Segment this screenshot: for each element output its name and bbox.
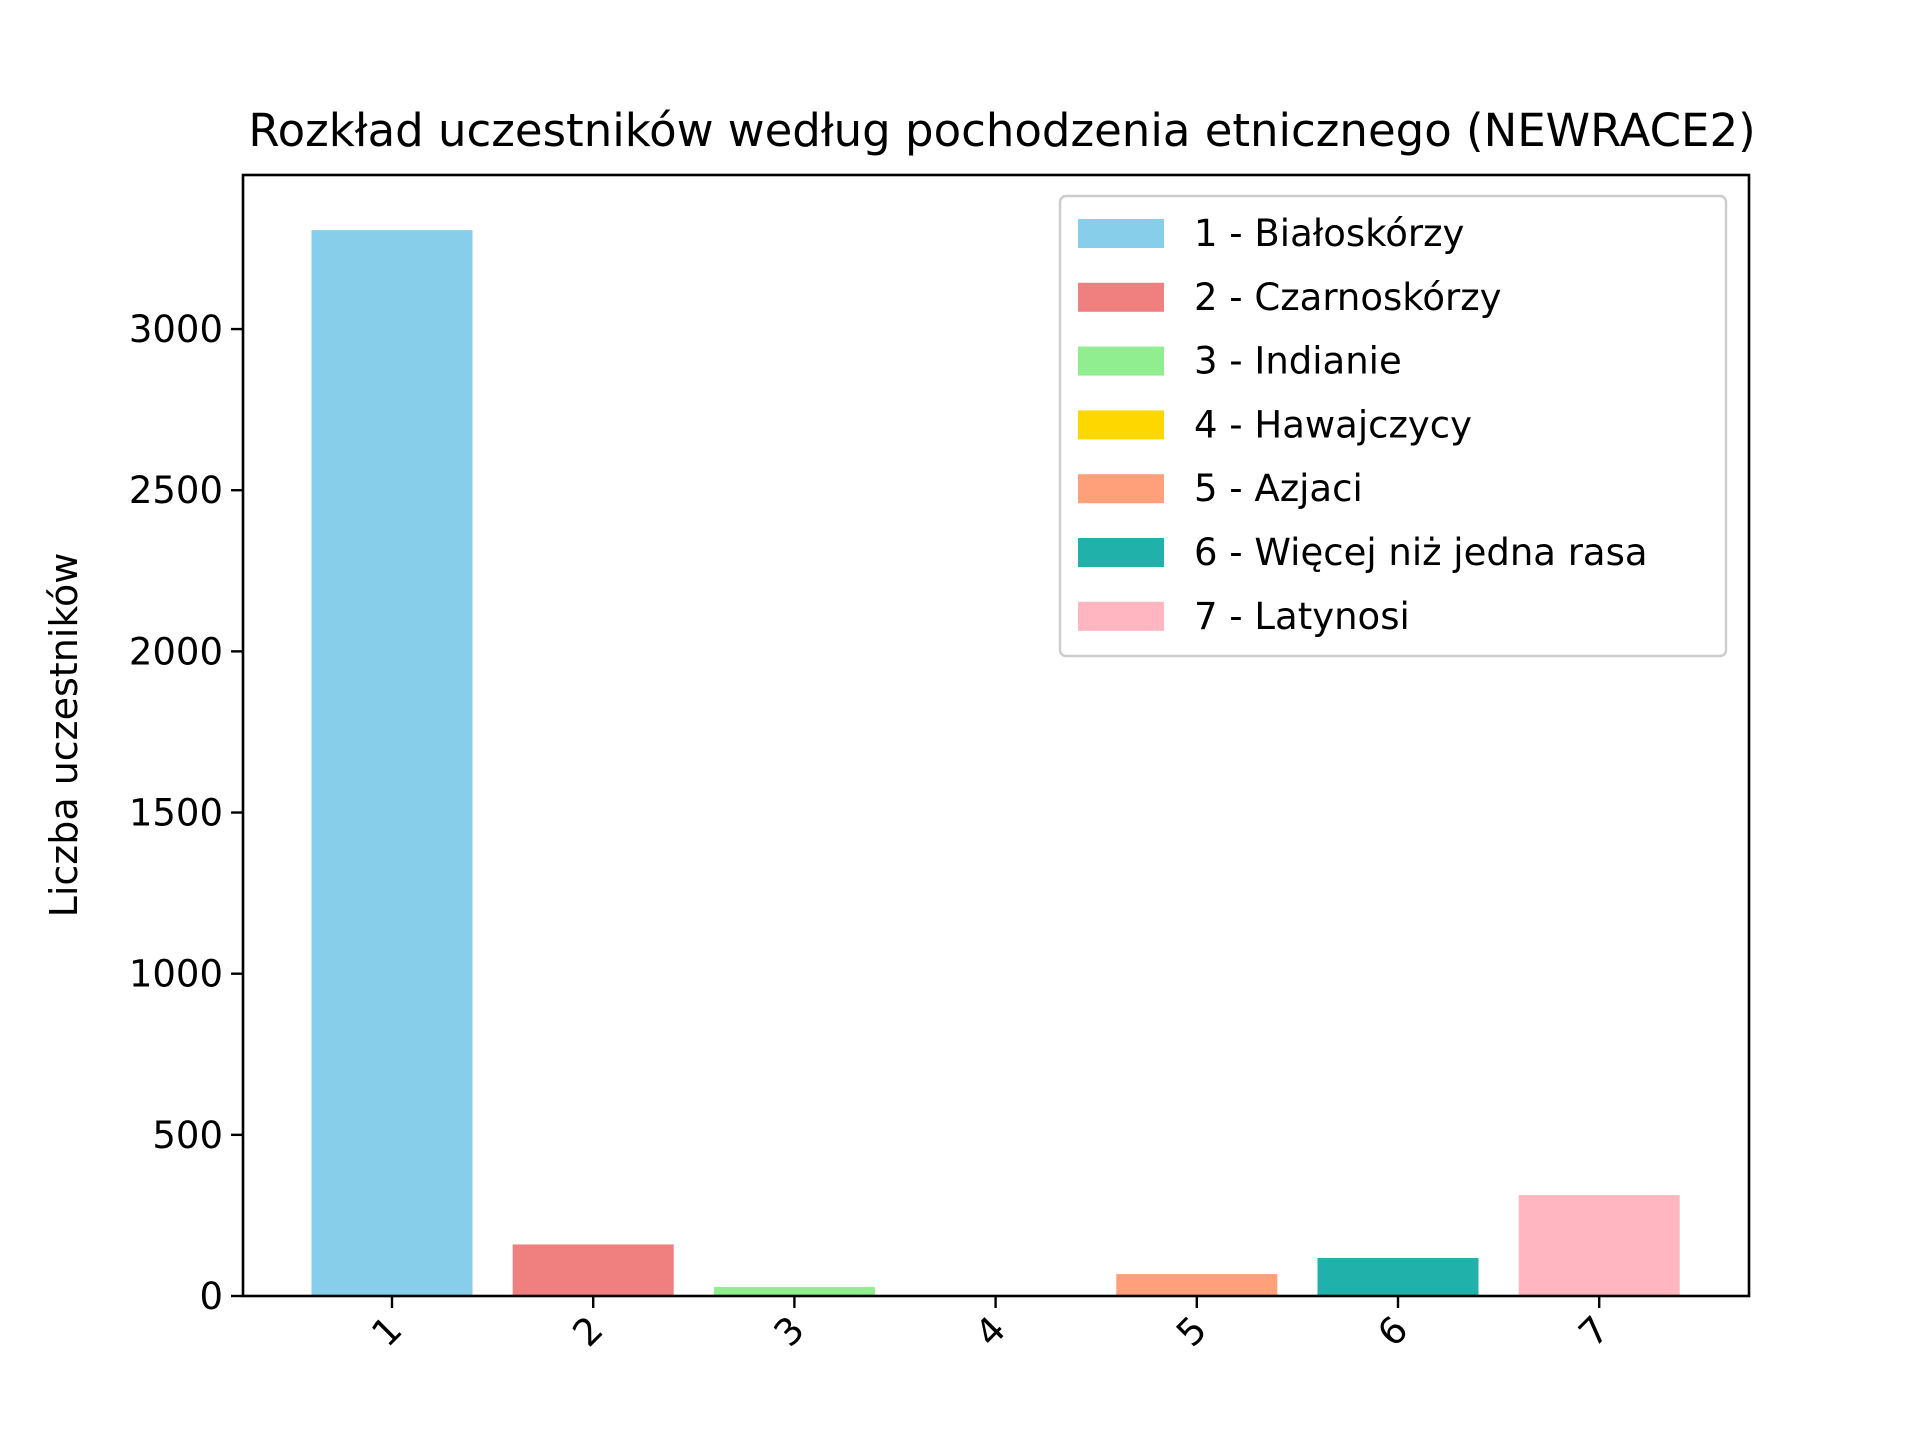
legend-swatch — [1078, 346, 1164, 376]
chart-title: Rozkład uczestników według pochodzenia e… — [248, 104, 1755, 157]
y-tick-label: 3000 — [129, 308, 223, 351]
y-tick-label: 1000 — [129, 953, 223, 996]
y-axis-label: Liczba uczestników — [42, 553, 86, 918]
legend-entry-label: 2 - Czarnoskórzy — [1194, 276, 1502, 319]
legend-entry-label: 3 - Indianie — [1194, 340, 1402, 383]
bars — [311, 230, 1680, 1297]
legend-swatch — [1078, 282, 1164, 312]
legend-box — [1058, 194, 1728, 658]
y-tick-label: 1500 — [129, 792, 223, 835]
legend-entry-label: 5 - Azjaci — [1194, 467, 1363, 510]
legend-swatch — [1078, 474, 1164, 504]
legend-entry-label: 1 - Białoskórzy — [1194, 212, 1464, 255]
bar-1 — [311, 230, 473, 1297]
legend: 1 - Białoskórzy 2 - Czarnoskórzy 3 - India… — [1058, 194, 1728, 658]
y-axis-ticks: 0 500 1000 1500 2000 2500 3000 — [129, 308, 243, 1318]
legend-swatch — [1078, 410, 1164, 440]
bar-2 — [512, 1244, 674, 1296]
legend-swatch — [1078, 538, 1164, 567]
bar-7 — [1518, 1195, 1680, 1296]
legend-swatch — [1078, 219, 1164, 248]
legend-entry-label: 4 - Hawajczycy — [1194, 403, 1472, 446]
legend-entry-label: 6 - Więcej niż jedna rasa — [1194, 531, 1648, 574]
y-tick-label: 2000 — [129, 630, 223, 673]
y-tick-label: 500 — [152, 1114, 223, 1157]
bar-3 — [713, 1286, 875, 1296]
legend-entry-label: 7 - Latynosi — [1194, 595, 1410, 638]
bar-5 — [1116, 1274, 1278, 1296]
y-tick-label: 2500 — [129, 469, 223, 512]
bar-6 — [1317, 1257, 1479, 1296]
y-tick-label: 0 — [199, 1275, 223, 1318]
legend-swatch — [1078, 601, 1164, 631]
